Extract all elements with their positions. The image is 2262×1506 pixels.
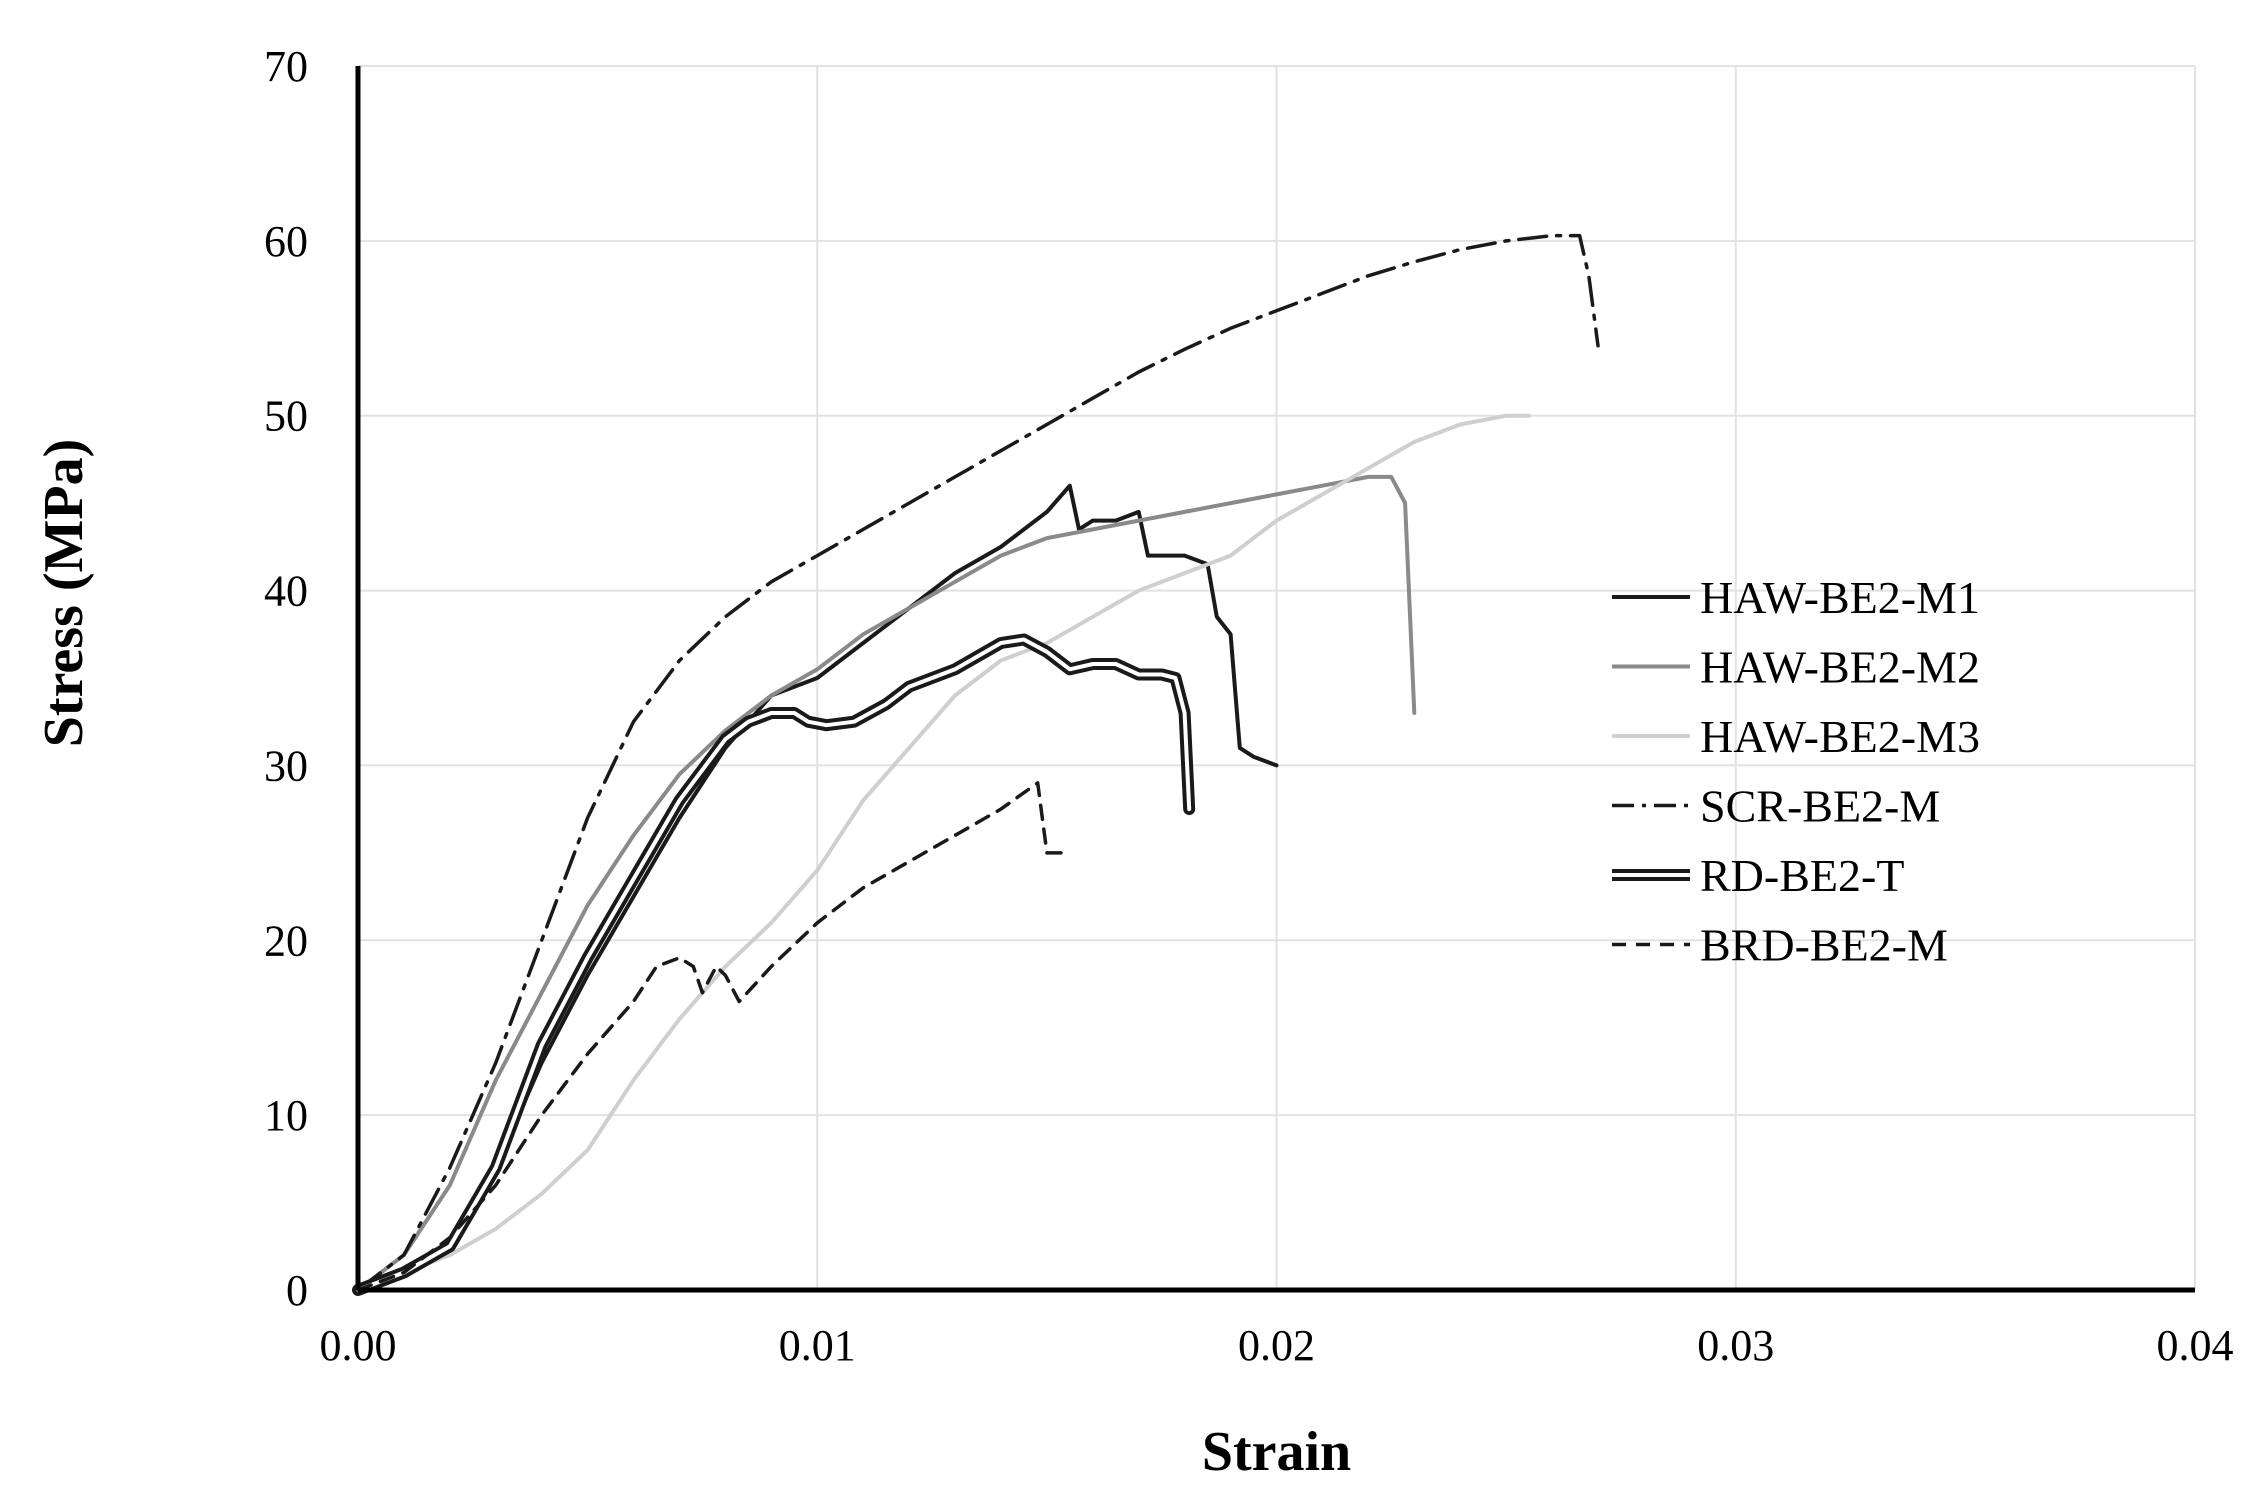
x-axis-title: Strain <box>1202 1421 1351 1483</box>
x-tick-label: 0.01 <box>779 1321 856 1370</box>
x-tick-label: 0.04 <box>2157 1321 2234 1370</box>
legend-entry: HAW-BE2-M1 <box>1612 572 1980 623</box>
legend: HAW-BE2-M1 HAW-BE2-M2 HAW-BE2-M3 SCR-BE2-M R… <box>1612 572 1980 971</box>
y-tick-label: 10 <box>264 1091 308 1140</box>
x-tick-label: 0.00 <box>320 1321 397 1370</box>
x-tick-label: 0.03 <box>1697 1321 1774 1370</box>
series-haw-be2-m3 <box>356 413 1532 1292</box>
series-group <box>352 233 1600 1296</box>
y-tick-label: 40 <box>264 567 308 616</box>
legend-entry: SCR-BE2-M <box>1612 781 1940 832</box>
y-axis-title: Stress (MPa) <box>33 439 95 747</box>
legend-label: BRD-BE2-M <box>1700 920 1948 971</box>
series-haw-be2-m2 <box>356 474 1417 1292</box>
x-tick-label: 0.02 <box>1238 1321 1315 1370</box>
legend-entry: HAW-BE2-M3 <box>1612 711 1980 762</box>
y-tick-label: 70 <box>264 42 308 91</box>
y-tick-label: 20 <box>264 916 308 965</box>
legend-label: HAW-BE2-M2 <box>1700 642 1980 693</box>
legend-entry: HAW-BE2-M2 <box>1612 642 1980 693</box>
series-line <box>356 483 1279 1292</box>
legend-label: HAW-BE2-M1 <box>1700 572 1980 623</box>
series-line <box>356 637 1192 1292</box>
y-tick-label: 50 <box>264 392 308 441</box>
legend-label: RD-BE2-T <box>1700 850 1904 901</box>
legend-entry: RD-BE2-T <box>1612 850 1904 901</box>
series-scr-be2-m <box>356 233 1600 1292</box>
y-tick-label: 60 <box>264 217 308 266</box>
series-line <box>356 474 1417 1292</box>
series-haw-be2-m1 <box>356 483 1279 1292</box>
grid <box>358 65 2196 1290</box>
series-rd-be2-t <box>352 633 1196 1296</box>
axes: 0 10 20 30 40 50 60 70 0.00 0.01 0.02 0.03 0.04 <box>264 42 2234 1370</box>
y-tick-label: 30 <box>264 741 308 790</box>
series-line <box>356 233 1600 1292</box>
legend-entry: BRD-BE2-M <box>1612 920 1948 971</box>
series-line <box>356 413 1532 1292</box>
y-tick-label: 0 <box>286 1266 308 1315</box>
legend-label: HAW-BE2-M3 <box>1700 711 1980 762</box>
legend-label: SCR-BE2-M <box>1700 781 1940 832</box>
